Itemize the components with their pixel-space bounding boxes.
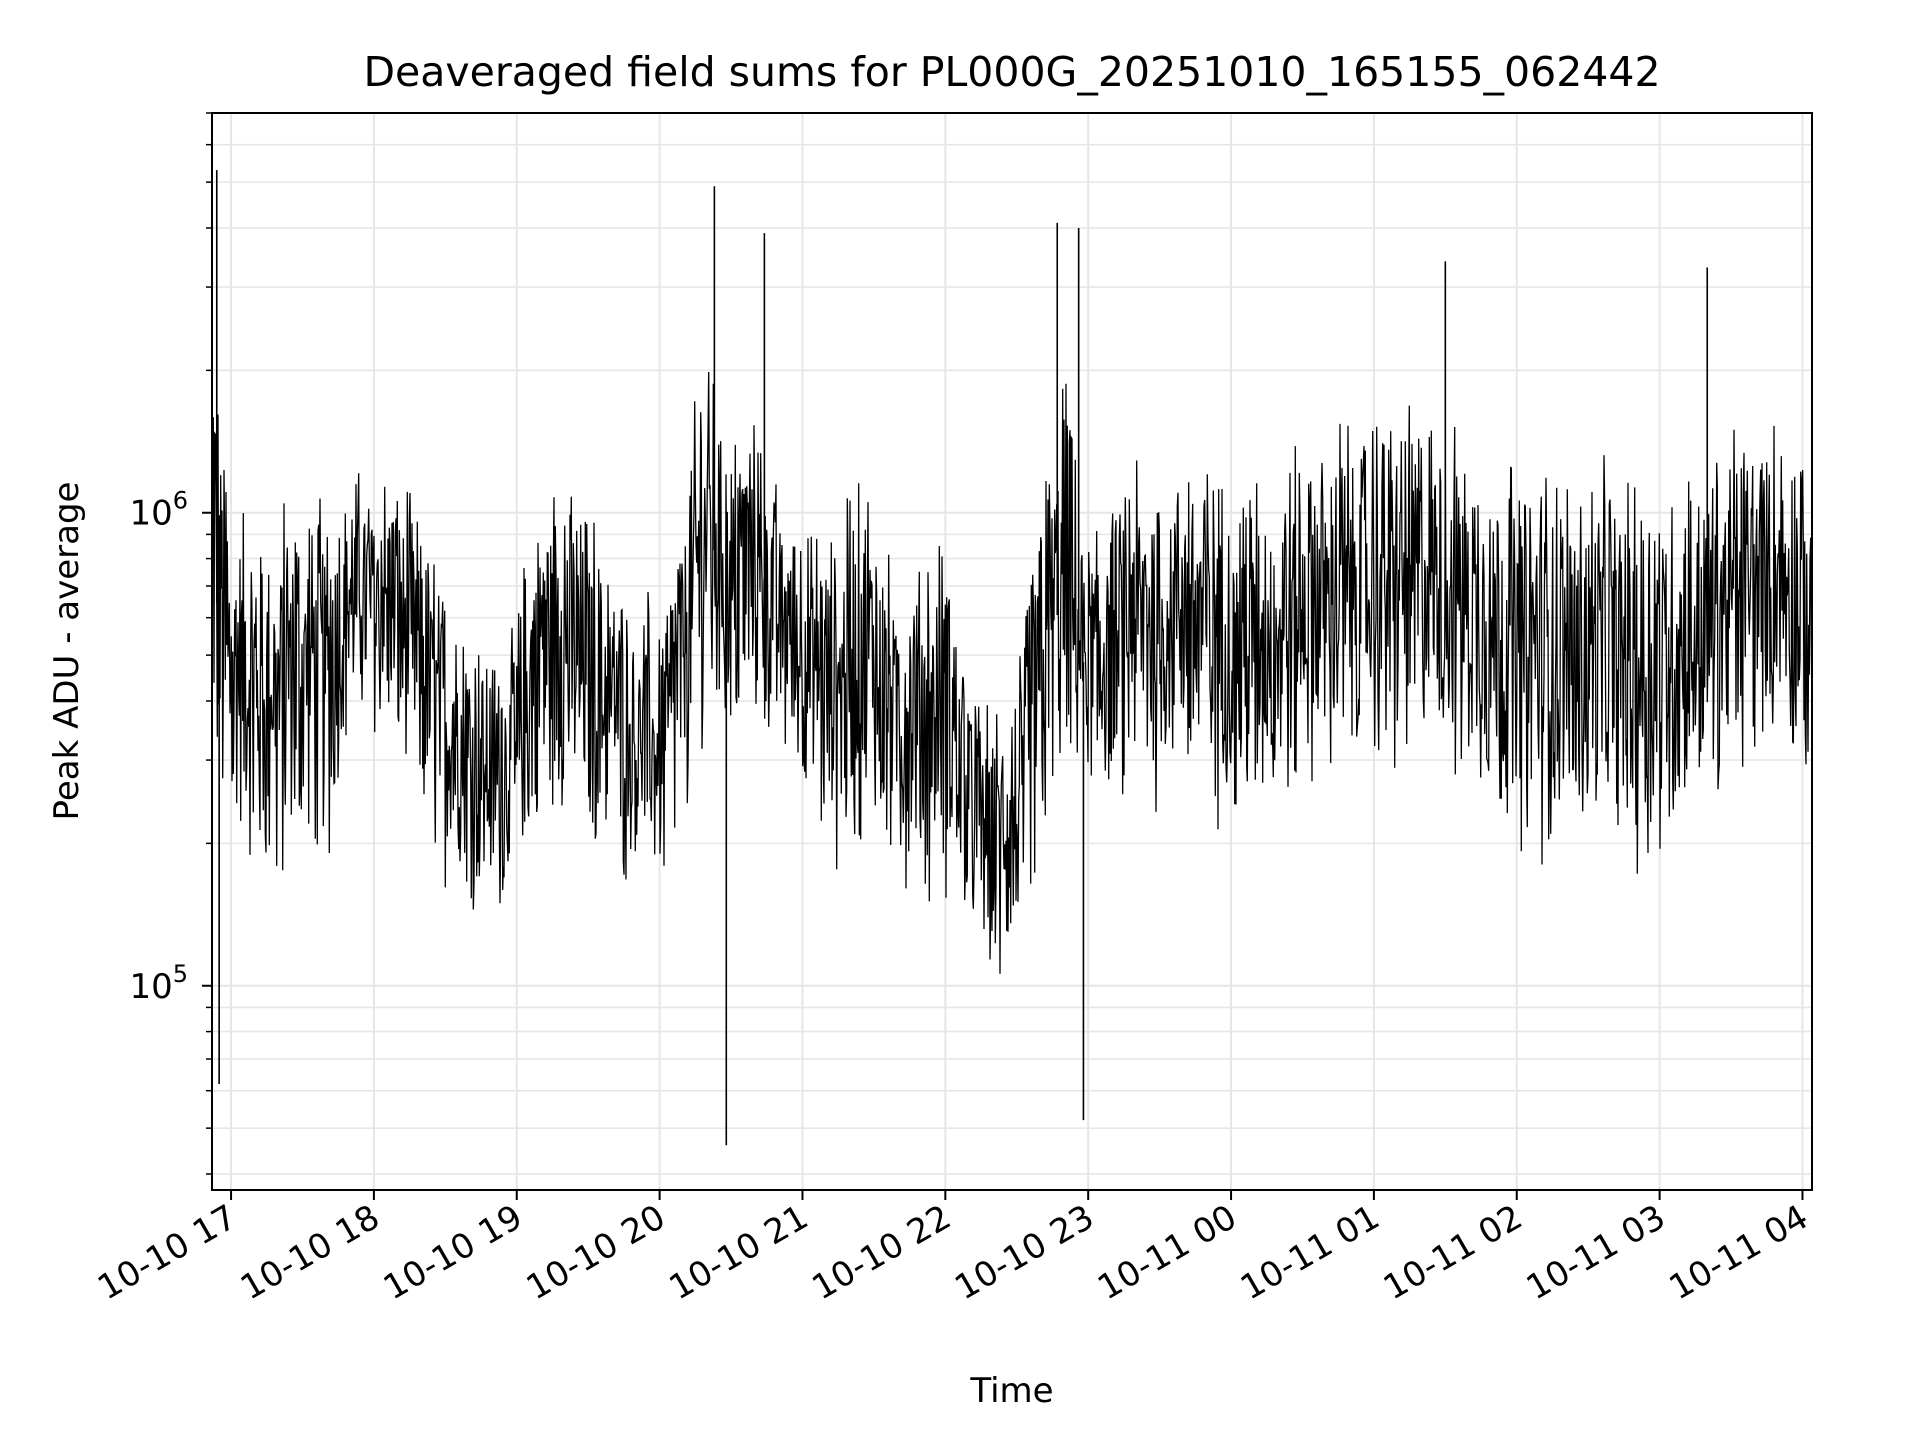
x-tick-label: 10-10 23 [948, 1197, 1100, 1308]
data-layer [211, 170, 1813, 1146]
y-tick-label: 106 [129, 487, 188, 534]
plot-frame [211, 112, 1813, 1191]
series-line [211, 371, 1813, 974]
x-tick-label: 10-11 00 [1091, 1197, 1243, 1308]
x-tick-label: 10-11 04 [1663, 1197, 1815, 1308]
x-axis-label: Time [969, 1371, 1053, 1411]
x-tick-label: 10-10 19 [377, 1197, 529, 1308]
x-tick-label: 10-10 21 [663, 1197, 815, 1308]
x-tick-label: 10-10 20 [520, 1197, 672, 1308]
y-tick-label: 105 [129, 960, 188, 1007]
x-tick-label: 10-11 01 [1234, 1197, 1386, 1308]
x-tick-label: 10-10 17 [91, 1197, 243, 1308]
y-axis: 105 106 [129, 112, 212, 1175]
chart-title: Deaveraged field sums for PL000G_2025101… [363, 48, 1660, 96]
y-axis-label: Peak ADU - average [47, 482, 87, 821]
x-tick-label: 10-11 03 [1520, 1197, 1672, 1308]
x-tick-label: 10-11 02 [1377, 1197, 1529, 1308]
x-tick-label: 10-10 22 [805, 1197, 957, 1308]
x-tick-label: 10-10 18 [234, 1197, 386, 1308]
